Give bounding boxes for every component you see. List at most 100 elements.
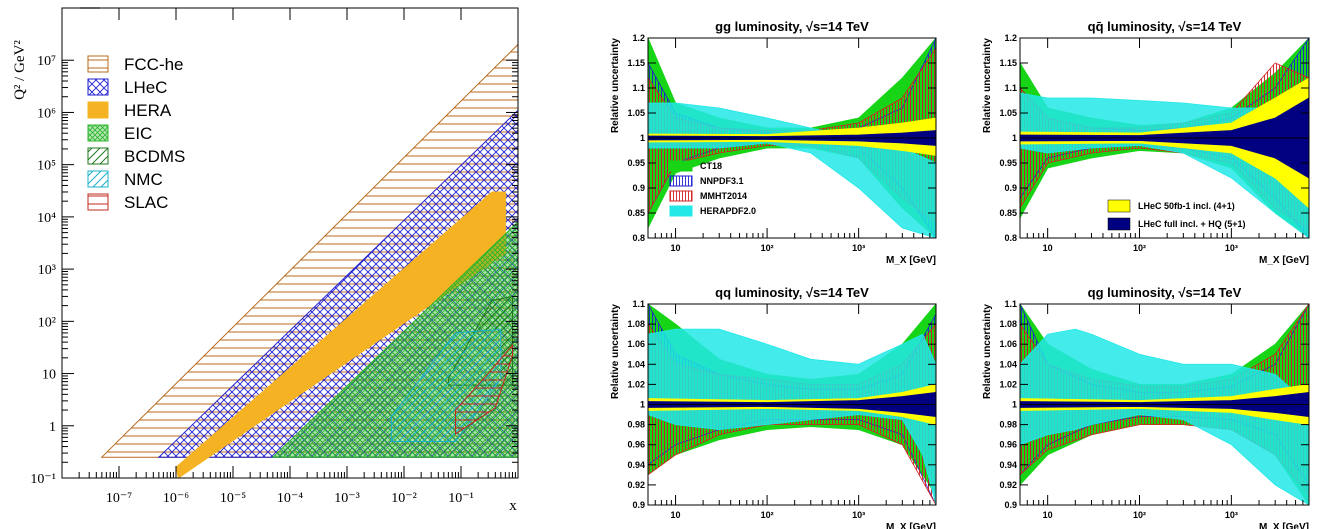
qg-luminosity-chart: 0.9 0.92 0.94 0.96 0.98 1 1.02 1.04 1.06 1.08 1.1 1… <box>982 285 1310 529</box>
x-tick-label: 10² <box>761 510 774 520</box>
y-tick-label: 10⁴ <box>37 211 56 226</box>
y-tick-label: 1.06 <box>999 339 1017 349</box>
legend-swatch-bcdms <box>87 147 109 165</box>
legend-swatch-eic <box>87 124 109 142</box>
y-tick-label: 1 <box>1012 400 1017 410</box>
legend-swatch-herapdf2-0 <box>669 205 693 217</box>
y-tick-label: 0.96 <box>999 440 1017 450</box>
y-axis-label: Relative uncertainty <box>982 304 993 399</box>
y-tick-label: 1.05 <box>999 108 1017 118</box>
legend-swatch-ct18 <box>669 160 693 172</box>
y-tick-label: 10³ <box>38 263 56 278</box>
y-axis-label: Relative uncertainty <box>610 304 621 399</box>
y-tick-label: 1.15 <box>627 58 645 68</box>
legend-label-lhec-full-incl-hq-5-1: LHeC full incl. + HQ (5+1) <box>1138 219 1246 229</box>
qqbar-luminosity-chart: 0.8 0.85 0.9 0.95 1 1.05 1.1 1.15 1.2 10 10² 10³ qq̄… <box>982 19 1310 266</box>
legend-label-ct18: CT18 <box>700 161 722 171</box>
legend-label-nnpdf3-1: NNPDF3.1 <box>700 176 744 186</box>
x-axis-label: M_X [GeV] <box>886 522 936 529</box>
y-tick-label: 0.98 <box>627 420 645 430</box>
y-tick-label: 1.15 <box>999 58 1017 68</box>
x-tick-label: 10² <box>761 243 774 253</box>
legend-swatch-lhec-50fb-1-incl-4-1 <box>1107 199 1131 213</box>
legend-swatch-nnpdf3-1 <box>669 175 693 187</box>
y-tick-label: 0.9 <box>632 500 645 510</box>
y-tick-label: 1 <box>640 400 645 410</box>
y-axis-label: Relative uncertainty <box>982 38 993 133</box>
qq-luminosity-chart: 0.9 0.92 0.94 0.96 0.98 1 1.02 1.04 1.06 1.08 1.1 1… <box>610 285 937 529</box>
y-tick-label: 1.1 <box>632 299 645 309</box>
legend-swatch-hera <box>87 101 109 119</box>
x-tick-label: 10² <box>1133 510 1146 520</box>
y-tick-label: 1 <box>49 420 56 435</box>
panel-title: qq̄ luminosity, √s=14 TeV <box>1088 19 1242 34</box>
y-axis-label: Relative uncertainty <box>610 38 621 133</box>
legend-label-fcc-he: FCC-he <box>124 55 184 74</box>
y-tick-label: 1.04 <box>999 359 1017 369</box>
x-axis-label: M_X [GeV] <box>1259 255 1309 266</box>
y-tick-label: 0.94 <box>999 460 1017 470</box>
y-tick-label: 10⁻¹ <box>30 472 56 487</box>
gg-luminosity-chart: 0.8 0.85 0.9 0.95 1 1.05 1.1 1.15 1.2 10 10² 10³ gg … <box>610 19 937 266</box>
y-tick-label: 1.02 <box>999 379 1017 389</box>
x-axis-label: M_X [GeV] <box>1259 522 1309 529</box>
y-tick-label: 1.04 <box>627 359 645 369</box>
x-tick-label: 10³ <box>1225 510 1238 520</box>
legend-label-eic: EIC <box>124 124 152 143</box>
y-tick-label: 0.8 <box>632 233 645 243</box>
legend-label-slac: SLAC <box>124 193 168 212</box>
x-tick-label: 10² <box>1133 243 1146 253</box>
kinematic-plane-chart: 10⁻¹ 1 10 10² 10³ 10⁴ 10⁵ 10⁶ 10⁷ 10⁻⁷ 10⁻⁶ 10⁻⁵ 10⁻… <box>12 7 519 514</box>
x-tick-label: 10⁻⁶ <box>163 491 189 506</box>
legend-label-mmht2014: MMHT2014 <box>700 191 747 201</box>
legend-label-hera: HERA <box>124 101 172 120</box>
y-tick-label: 0.95 <box>999 158 1017 168</box>
y-tick-label: 1 <box>640 133 645 143</box>
x-tick-label: 10 <box>1043 243 1053 253</box>
x-tick-label: 10³ <box>1225 243 1238 253</box>
x-tick-label: 10 <box>1043 510 1053 520</box>
region-slac <box>455 343 513 435</box>
x-tick-label: 10⁻⁷ <box>106 491 132 506</box>
y-tick-label: 1.06 <box>627 339 645 349</box>
y-tick-label: 1.2 <box>632 33 645 43</box>
band-lhec-50fb-1-incl-4-1 <box>1020 77 1309 209</box>
x-tick-label: 10⁻¹ <box>448 491 474 506</box>
y-tick-label: 0.96 <box>627 440 645 450</box>
x-axis-label: M_X [GeV] <box>886 255 936 266</box>
y-tick-label: 10⁵ <box>37 159 56 174</box>
panel-title: qq luminosity, √s=14 TeV <box>715 285 869 300</box>
legend-label-bcdms: BCDMS <box>124 147 185 166</box>
y-tick-label: 0.92 <box>627 480 645 490</box>
x-tick-label: 10³ <box>852 243 865 253</box>
panel-title: gg luminosity, √s=14 TeV <box>715 19 869 34</box>
y-tick-label: 1.1 <box>632 83 645 93</box>
x-tick-label: 10⁻⁴ <box>277 491 303 506</box>
legend-label-nmc: NMC <box>124 170 163 189</box>
x-tick-label: 10⁻³ <box>334 491 360 506</box>
y-tick-label: 1.02 <box>627 379 645 389</box>
y-tick-label: 10² <box>38 315 56 330</box>
legend-swatch-mmht2014 <box>669 190 693 202</box>
y-tick-label: 1.1 <box>1004 299 1017 309</box>
x-tick-label: 10⁻² <box>391 491 417 506</box>
legend-swatch-fcc-he <box>87 55 109 73</box>
panel-title: qg luminosity, √s=14 TeV <box>1088 285 1242 300</box>
x-tick-label: 10⁻⁵ <box>220 491 246 506</box>
x-tick-label: 10³ <box>852 510 865 520</box>
y-tick-label: 1.2 <box>1004 33 1017 43</box>
x-tick-label: 10 <box>671 243 681 253</box>
y-tick-label: 0.9 <box>1004 183 1017 193</box>
band-herapdf2-0 <box>1020 328 1309 505</box>
y-tick-label: 0.9 <box>1004 500 1017 510</box>
y-axis-label: Q² / GeV² <box>12 40 28 100</box>
y-tick-label: 0.98 <box>999 420 1017 430</box>
legend-label-lhec: LHeC <box>124 78 167 97</box>
legend-label-lhec-50fb-1-incl-4-1: LHeC 50fb-1 incl. (4+1) <box>1138 201 1235 211</box>
legend-swatch-slac <box>87 193 109 211</box>
legend-label-herapdf2-0: HERAPDF2.0 <box>700 206 756 216</box>
y-tick-label: 1.1 <box>1004 83 1017 93</box>
y-tick-label: 0.8 <box>1004 233 1017 243</box>
y-tick-label: 10 <box>42 368 56 383</box>
